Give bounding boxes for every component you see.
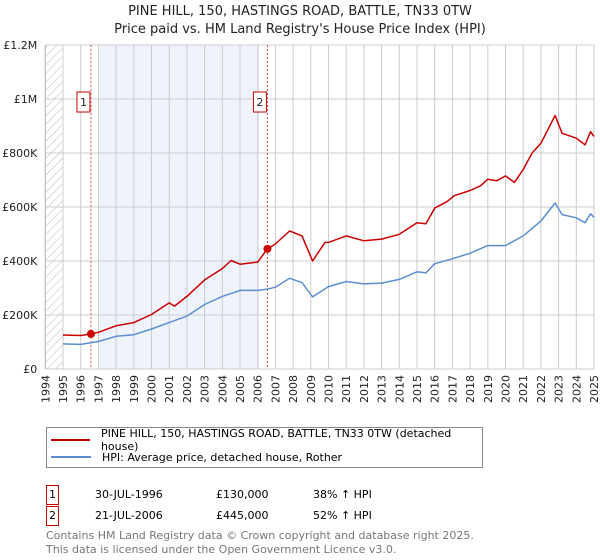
- transaction-marker-label: 2: [256, 96, 263, 109]
- transaction-date: 30-JUL-1996: [95, 488, 163, 501]
- x-tick-label: 2022: [535, 375, 548, 403]
- x-tick-label: 1998: [110, 375, 123, 403]
- y-tick-label: £1.2M: [3, 39, 37, 52]
- legend-item-property: PINE HILL, 150, HASTINGS ROAD, BATTLE, T…: [51, 427, 482, 453]
- x-tick-label: 2024: [570, 375, 583, 403]
- x-tick-label: 2004: [216, 375, 229, 403]
- x-tick-label: 1994: [39, 375, 52, 403]
- transaction-marker-box: [76, 91, 91, 113]
- transaction-point: [263, 244, 272, 253]
- x-tick-label: 2011: [340, 375, 353, 403]
- x-tick-label: 2018: [464, 375, 477, 403]
- transaction-date: 21-JUL-2006: [95, 509, 163, 522]
- footer-line-2: This data is licensed under the Open Gov…: [46, 543, 397, 556]
- transaction-marker-label: 1: [80, 96, 87, 109]
- x-tick-label: 2020: [500, 375, 513, 403]
- x-tick-label: 2023: [553, 375, 566, 403]
- legend: PINE HILL, 150, HASTINGS ROAD, BATTLE, T…: [46, 427, 483, 468]
- legend-item-hpi: HPI: Average price, detached house, Roth…: [51, 449, 342, 465]
- y-tick-label: £400K: [2, 255, 38, 268]
- x-tick-label: 2014: [393, 375, 406, 403]
- y-tick-label: £600K: [2, 201, 38, 214]
- transaction-price: £130,000: [216, 488, 269, 501]
- x-tick-label: 2021: [517, 375, 530, 403]
- x-tick-label: 2010: [323, 375, 336, 403]
- transaction-point: [86, 329, 95, 338]
- x-tick-label: 2003: [199, 375, 212, 403]
- transaction-marker-box: [252, 91, 267, 113]
- footer: Contains HM Land Registry data © Crown c…: [46, 529, 474, 557]
- x-tick-label: 2017: [446, 375, 459, 403]
- transaction-badge: 2: [46, 506, 59, 526]
- x-tick-label: 2025: [588, 375, 600, 403]
- transaction-badge: 1: [46, 485, 59, 505]
- hpi-line: [62, 202, 595, 346]
- y-tick-label: £200K: [2, 309, 38, 322]
- footer-line-1: Contains HM Land Registry data © Crown c…: [46, 529, 474, 542]
- y-tick-label: £0: [23, 363, 37, 376]
- legend-label-property: PINE HILL, 150, HASTINGS ROAD, BATTLE, T…: [100, 427, 452, 453]
- x-tick-label: 2006: [252, 375, 265, 403]
- transaction-hpi-diff: 52% ↑ HPI: [313, 509, 372, 522]
- x-tick-label: 2009: [305, 375, 318, 403]
- x-tick-label: 1999: [128, 375, 141, 403]
- x-tick-label: 2002: [181, 375, 194, 403]
- chart-subtitle: Price paid vs. HM Land Registry's House …: [114, 22, 486, 37]
- x-tick-label: 2019: [482, 375, 495, 403]
- x-tick-label: 2008: [287, 375, 300, 403]
- x-tick-label: 2001: [163, 375, 176, 403]
- x-tick-label: 2016: [429, 375, 442, 403]
- x-tick-label: 2013: [376, 375, 389, 403]
- legend-swatch-property: [51, 439, 90, 441]
- x-tick-label: 2012: [358, 375, 371, 403]
- legend-label-hpi: HPI: Average price, detached house, Roth…: [102, 450, 343, 464]
- price-chart: 1994 1995 1996 1997 1998 1999 2000 2001 2002 2003…: [2, 39, 600, 403]
- x-tick-label: 1995: [57, 375, 70, 403]
- x-tick-label: 2007: [269, 375, 282, 403]
- transaction-price: £445,000: [216, 509, 269, 522]
- x-tick-label: 2015: [411, 375, 424, 403]
- property-price-line: [62, 114, 595, 337]
- x-tick-label: 2000: [146, 375, 159, 403]
- transaction-hpi-diff: 38% ↑ HPI: [313, 488, 372, 501]
- y-tick-label: £800K: [2, 147, 38, 160]
- legend-swatch-hpi: [51, 456, 91, 458]
- x-tick-label: 1996: [75, 375, 88, 403]
- x-tick-label: 2005: [234, 375, 247, 403]
- x-tick-label: 1997: [92, 375, 105, 403]
- y-tick-label: £1M: [14, 93, 38, 106]
- chart-title: PINE HILL, 150, HASTINGS ROAD, BATTLE, T…: [128, 4, 472, 19]
